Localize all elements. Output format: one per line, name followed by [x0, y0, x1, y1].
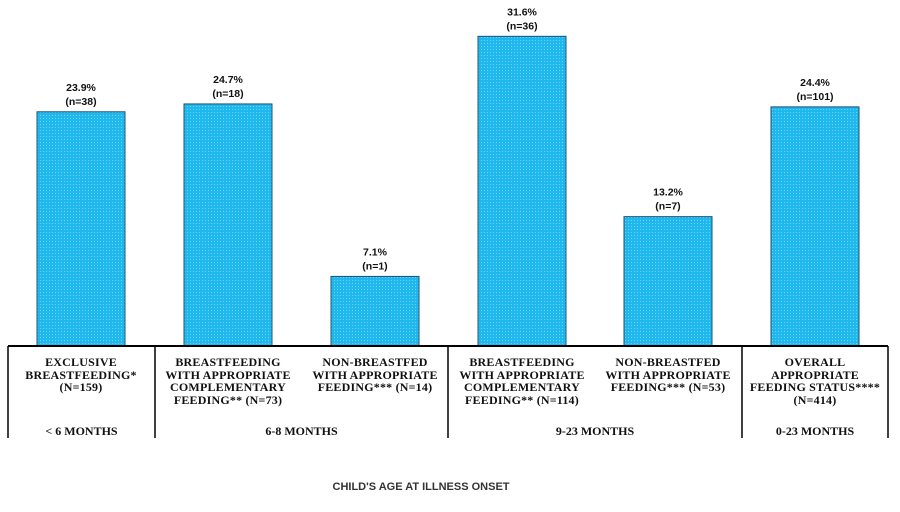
category-label-3-line-1: WITH APPROPRIATE: [459, 367, 585, 382]
count-label-2: (n=1): [362, 260, 387, 272]
count-label-0: (n=38): [65, 96, 96, 108]
category-label-0: EXCLUSIVE BREASTFEEDING* (N=159): [8, 356, 154, 394]
value-label-2: 7.1%: [363, 246, 388, 258]
age-group-label-2: 9-23 MONTHS: [555, 424, 635, 438]
category-label-5: OVERALL APPROPRIATE FEEDING STATUS**** (N=4…: [742, 356, 888, 406]
category-label-1-line-2: COMPLEMENTARY: [170, 380, 286, 394]
category-label-4: NON-BREASTFED WITH APPROPRIATE FEEDING*** …: [595, 356, 741, 394]
value-label-3: 31.6%: [507, 6, 537, 18]
count-label-3: (n=36): [506, 20, 537, 32]
category-label-0-line-0: EXCLUSIVE: [45, 355, 117, 369]
bars-layer: [36, 35, 860, 347]
value-label-4: 13.2%: [653, 187, 683, 199]
category-label-0-line-2: (N=159): [59, 380, 103, 394]
category-label-1: BREASTFEEDING WITH APPROPRIATE COMPLEMENTA…: [155, 356, 301, 406]
category-label-2-line-2: FEEDING*** (N=14): [317, 380, 433, 394]
category-label-4-line-1: WITH APPROPRIATE: [605, 367, 731, 382]
age-group-label-3: 0-23 MONTHS: [775, 424, 855, 438]
category-label-2-line-0: NON-BREASTFED: [322, 355, 428, 369]
category-label-2-line-1: WITH APPROPRIATE: [312, 367, 438, 382]
bar-4: [623, 216, 713, 347]
category-axis-table: [7, 345, 889, 438]
category-label-3-line-0: BREASTFEEDING: [469, 355, 575, 369]
category-label-3: BREASTFEEDING WITH APPROPRIATE COMPLEMENTA…: [449, 356, 595, 406]
category-label-5-line-1: APPROPRIATE: [771, 367, 859, 382]
count-label-4: (n=7): [655, 201, 680, 213]
category-label-3-line-2: COMPLEMENTARY: [464, 380, 580, 394]
value-label-5: 24.4%: [800, 77, 830, 89]
category-label-5-line-0: OVERALL: [784, 355, 846, 369]
category-label-4-line-0: NON-BREASTFED: [615, 355, 721, 369]
category-label-0-line-1: BREASTFEEDING*: [25, 367, 137, 382]
category-label-5-line-2: FEEDING STATUS****: [749, 380, 881, 394]
value-labels-layer: 23.9% (n=38) 24.7% (n=18) 7.1% (n=1) 31.6% (n=3…: [65, 6, 833, 272]
bar-5: [770, 106, 860, 347]
bar-1: [183, 103, 273, 347]
bar-3: [477, 35, 567, 347]
category-label-3-line-3: FEEDING** (N=114): [465, 392, 579, 407]
category-label-4-line-2: FEEDING*** (N=53): [610, 380, 726, 394]
age-group-label-0: < 6 MONTHS: [45, 424, 118, 438]
count-label-1: (n=18): [212, 88, 243, 100]
x-axis-title: CHILD'S AGE AT ILLNESS ONSET: [332, 481, 510, 493]
value-label-0: 23.9%: [66, 82, 96, 94]
category-label-1-line-3: FEEDING** (N=73): [173, 392, 283, 407]
category-label-5-line-3: (N=414): [793, 392, 837, 407]
category-label-1-line-1: WITH APPROPRIATE: [165, 367, 291, 382]
count-label-5: (n=101): [796, 91, 833, 103]
age-group-label-1: 6-8 MONTHS: [265, 424, 338, 438]
category-label-1-line-0: BREASTFEEDING: [175, 355, 281, 369]
category-label-2: NON-BREASTFED WITH APPROPRIATE FEEDING*** …: [302, 356, 448, 394]
bar-0: [36, 111, 126, 347]
bar-2: [330, 275, 420, 347]
value-label-1: 24.7%: [213, 74, 243, 86]
